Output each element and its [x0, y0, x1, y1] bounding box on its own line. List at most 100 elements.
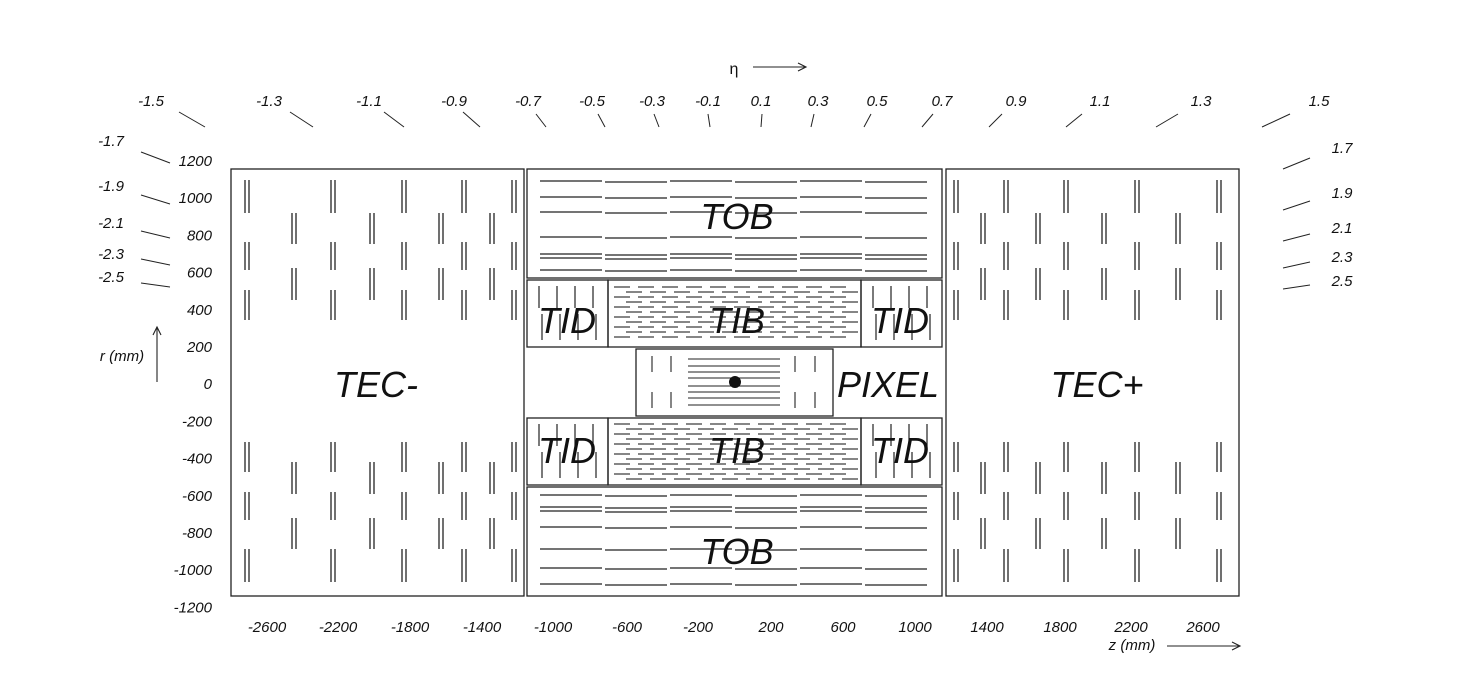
- region-tec-plus: TEC+: [1050, 364, 1143, 405]
- r-tick-label: 200: [186, 339, 213, 356]
- region-pixel: PIXEL: [837, 364, 939, 405]
- region-tid-top-left: TID: [538, 300, 596, 341]
- region-tid-bottom-right: TID: [871, 430, 929, 471]
- z-axis-label: z (mm): [1108, 637, 1156, 654]
- region-tid-bottom-left: TID: [538, 430, 596, 471]
- eta-top-tick-mark: [653, 113, 660, 128]
- r-tick-label: -200: [182, 413, 213, 430]
- tec-minus-box: [230, 168, 525, 597]
- r-axis-ticks: 1200 1000 800 600 400 200 0 -200 -400 -600 -800 -10…: [174, 153, 213, 616]
- pixel-box: [635, 348, 834, 417]
- tob-top-box: [526, 168, 943, 279]
- eta-top-tick-label: -1.1: [356, 93, 382, 110]
- r-tick-label: 400: [187, 302, 213, 319]
- tid-modules: [538, 286, 931, 478]
- eta-left-tick-mark: [140, 151, 171, 164]
- eta-right-tick-label: 2.1: [1331, 220, 1353, 237]
- eta-top-tick-label: -0.9: [441, 93, 468, 110]
- region-tec-minus: TEC-: [334, 364, 418, 405]
- tid-top-right-box: [860, 279, 943, 348]
- eta-left-tick-mark: [140, 230, 171, 239]
- r-direction-arrow: [152, 325, 162, 382]
- z-tick-label: -2200: [319, 619, 358, 636]
- eta-top-tick-label: -1.3: [256, 93, 283, 110]
- r-tick-label: -1200: [174, 599, 213, 616]
- interaction-point: [729, 376, 741, 388]
- eta-top-tick-mark: [535, 113, 547, 128]
- eta-top-tick-mark: [1261, 113, 1291, 128]
- tid-top-left-box: [526, 279, 609, 348]
- eta-top-tick-mark: [289, 111, 314, 128]
- eta-right-tick-mark: [1282, 284, 1311, 290]
- eta-top-tick-mark: [863, 113, 872, 128]
- eta-left-tick-label: -1.9: [98, 178, 125, 195]
- eta-top-tick-label: 0.3: [808, 93, 830, 110]
- tec-plus-box: [945, 168, 1240, 597]
- r-tick-label: 800: [187, 227, 213, 244]
- eta-top-tick-mark: [921, 113, 934, 128]
- region-tob-top: TOB: [700, 196, 773, 237]
- r-tick-label: 600: [187, 265, 213, 282]
- tid-bottom-right-box: [860, 417, 943, 486]
- region-tob-bottom: TOB: [700, 531, 773, 572]
- eta-top-tick-mark: [178, 111, 206, 128]
- z-tick-label: 2200: [1113, 619, 1148, 636]
- tob-modules: [540, 180, 927, 586]
- r-tick-label: 0: [204, 376, 213, 393]
- eta-top-tick-label: 0.9: [1006, 93, 1028, 110]
- eta-top-tick-mark: [383, 111, 405, 128]
- eta-right-tick-mark: [1282, 157, 1311, 170]
- r-tick-label: 1000: [179, 190, 213, 207]
- tid-bottom-left-box: [526, 417, 609, 486]
- r-tick-label: 1200: [179, 153, 213, 170]
- tob-bottom-box: [526, 486, 943, 597]
- eta-top-tick-mark: [1065, 113, 1083, 128]
- eta-right-tick-label: 1.7: [1332, 140, 1354, 157]
- eta-left-ticks: -1.7 -1.9 -2.1 -2.3 -2.5: [98, 133, 171, 288]
- eta-axis-label: η: [730, 61, 739, 78]
- region-tid-top-right: TID: [871, 300, 929, 341]
- z-tick-label: 600: [830, 619, 856, 636]
- z-tick-label: -2600: [248, 619, 287, 636]
- eta-top-tick-label: -0.7: [515, 93, 542, 110]
- eta-right-tick-mark: [1282, 233, 1311, 242]
- r-tick-label: -400: [182, 451, 213, 468]
- eta-top-tick-mark: [1155, 113, 1179, 128]
- eta-top-tick-label: 1.5: [1309, 93, 1331, 110]
- z-tick-label: 1000: [898, 619, 932, 636]
- r-tick-label: -800: [182, 525, 213, 542]
- eta-left-tick-mark: [140, 258, 171, 266]
- eta-top-tick-label: 0.5: [867, 93, 889, 110]
- z-tick-label: 1800: [1043, 619, 1077, 636]
- eta-right-ticks: 1.7 1.9 2.1 2.3 2.5: [1282, 140, 1354, 290]
- eta-top-tick-mark: [810, 113, 815, 128]
- eta-top-tick-label: 1.1: [1090, 93, 1111, 110]
- eta-top-tick-label: 0.7: [932, 93, 954, 110]
- eta-right-tick-label: 2.3: [1331, 249, 1354, 266]
- eta-top-ticks: -1.5 -1.3 -1.1 -0.9 -0.7 -0.5 -0.3 -0.1 0.1 0.3 0.…: [138, 93, 1331, 128]
- z-tick-label: -1000: [534, 619, 573, 636]
- r-tick-label: -600: [182, 488, 213, 505]
- tib-modules: [614, 286, 858, 480]
- eta-top-tick-mark: [988, 113, 1003, 128]
- z-direction-arrow: [1167, 641, 1242, 651]
- eta-left-tick-label: -1.7: [98, 133, 125, 150]
- z-tick-label: 200: [757, 619, 784, 636]
- region-tib-bottom: TIB: [709, 430, 765, 471]
- eta-right-tick-label: 1.9: [1332, 185, 1354, 202]
- z-tick-label: 2600: [1185, 619, 1220, 636]
- eta-top-tick-mark: [462, 111, 481, 128]
- eta-top-tick-label: -0.1: [695, 93, 721, 110]
- eta-right-tick-mark: [1282, 261, 1311, 269]
- eta-left-tick-mark: [140, 194, 171, 205]
- tec-minus-modules: [244, 180, 517, 582]
- z-axis-ticks: -2600 -2200 -1800 -1400 -1000 -600 -200 200 600 1…: [248, 619, 1221, 636]
- eta-right-tick-mark: [1282, 200, 1311, 211]
- eta-direction-arrow: [753, 62, 808, 72]
- region-tib-top: TIB: [709, 300, 765, 341]
- eta-right-tick-label: 2.5: [1331, 273, 1354, 290]
- eta-top-tick-mark: [707, 113, 711, 128]
- eta-left-tick-label: -2.1: [98, 215, 124, 232]
